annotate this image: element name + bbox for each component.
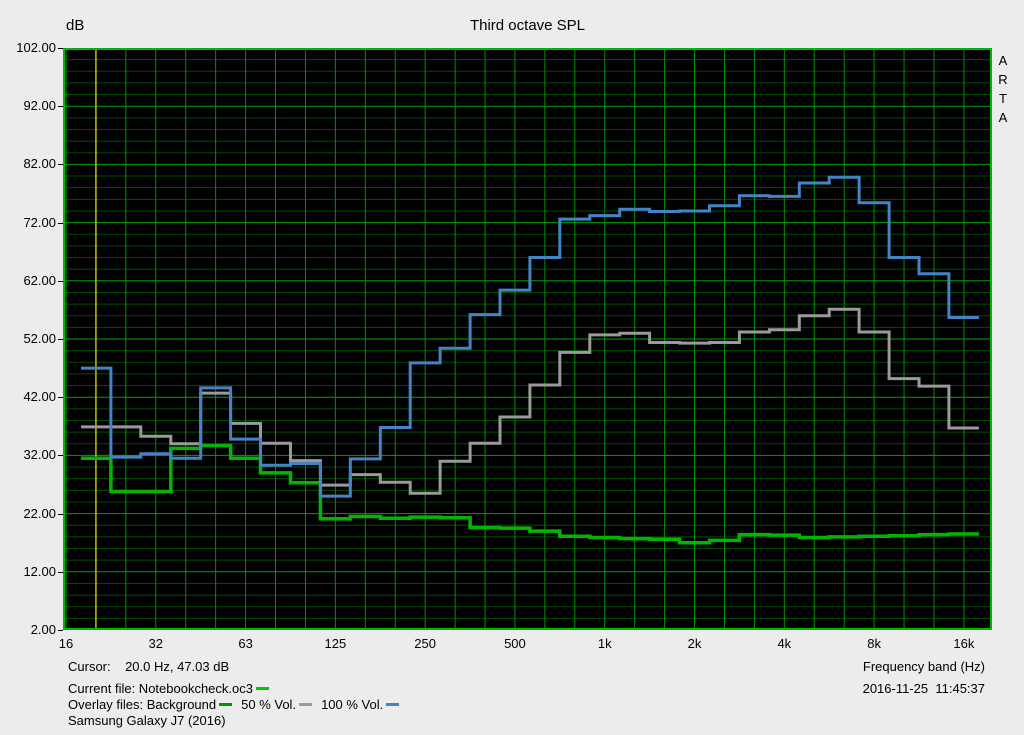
y-tick-label-92.00: 92.00 [23,98,56,114]
y-tick-label-22.00: 22.00 [23,505,56,521]
y-tick-label-2.00: 2.00 [30,622,56,637]
x-tick-label-63: 63 [238,636,253,651]
overlay-50-label: 50 % Vol. [241,697,297,712]
plot-area[interactable] [63,48,992,630]
third-octave-spl-chart[interactable] [63,48,992,630]
x-tick-label-4k: 4k [777,636,792,651]
x-tick-label-500: 500 [504,636,526,651]
y-tick-mark [58,571,63,573]
y-tick-mark [58,222,63,224]
x-tick-label-32: 32 [148,636,164,651]
y-tick-label-42.00: 42.00 [23,389,56,405]
y-axis-unit-label: dB [66,17,85,34]
x-tick-label-16: 16 [58,636,74,651]
y-tick-label-102.00: 102.00 [16,40,56,55]
x-tick-label-250: 250 [414,636,436,651]
series-50-vol [81,307,979,495]
vol100-color-swatch [386,703,400,707]
x-tick-label-8k: 8k [867,636,881,651]
y-tick-label-72.00: 72.00 [23,214,56,230]
series-background [81,443,979,545]
x-axis-title: Frequency band (Hz) [862,659,985,674]
y-tick-mark [58,397,63,399]
chart-title: Third octave SPL [469,17,586,34]
plot-border [63,48,992,630]
y-tick-mark [58,513,63,515]
y-tick-label-82.00: 82.00 [23,156,56,172]
y-tick-mark [58,48,63,49]
y-tick-mark [58,164,63,166]
current-file-label: Current file: Notebookcheck.oc3 [68,681,253,696]
device-label: Samsung Galaxy J7 (2016) [68,713,226,728]
y-tick-mark [58,339,63,340]
x-tick-label-125: 125 [324,636,347,651]
y-tick-mark [58,630,63,631]
series-100-vol [81,175,979,498]
y-tick-label-32.00: 32.00 [23,447,56,463]
overlay-files-label: Overlay files: Background [68,697,217,712]
y-tick-mark [58,455,63,457]
current-file-color-swatch [255,687,269,691]
current-file-line: Current file: Notebookcheck.oc3 [68,681,269,696]
y-tick-label-52.00: 52.00 [23,331,56,346]
y-tick-mark [58,106,63,108]
y-tick-label-12.00: 12.00 [23,563,56,579]
cursor-readout: Cursor: 20.0 Hz, 47.03 dB [68,659,230,674]
watermark-letter: R [998,72,1008,87]
vol50-color-swatch [299,703,313,707]
grid-major-horizontal [63,105,992,573]
overlay-files-line: Overlay files: Background 50 % Vol. 100 % … [68,697,400,712]
overlay-100-label: 100 % Vol. [321,697,384,712]
background-color-swatch [219,703,233,707]
x-tick-label-1k: 1k [597,636,612,651]
timestamp: 2016-11-25 11:45:37 [862,681,985,696]
y-tick-label-62.00: 62.00 [23,272,56,288]
x-tick-label-16k: 16k [953,636,975,651]
watermark-letter: T [999,91,1007,106]
watermark-letter: A [998,110,1008,125]
y-tick-mark [58,280,63,282]
watermark-letter: A [998,53,1008,68]
x-tick-label-2k: 2k [687,636,702,651]
